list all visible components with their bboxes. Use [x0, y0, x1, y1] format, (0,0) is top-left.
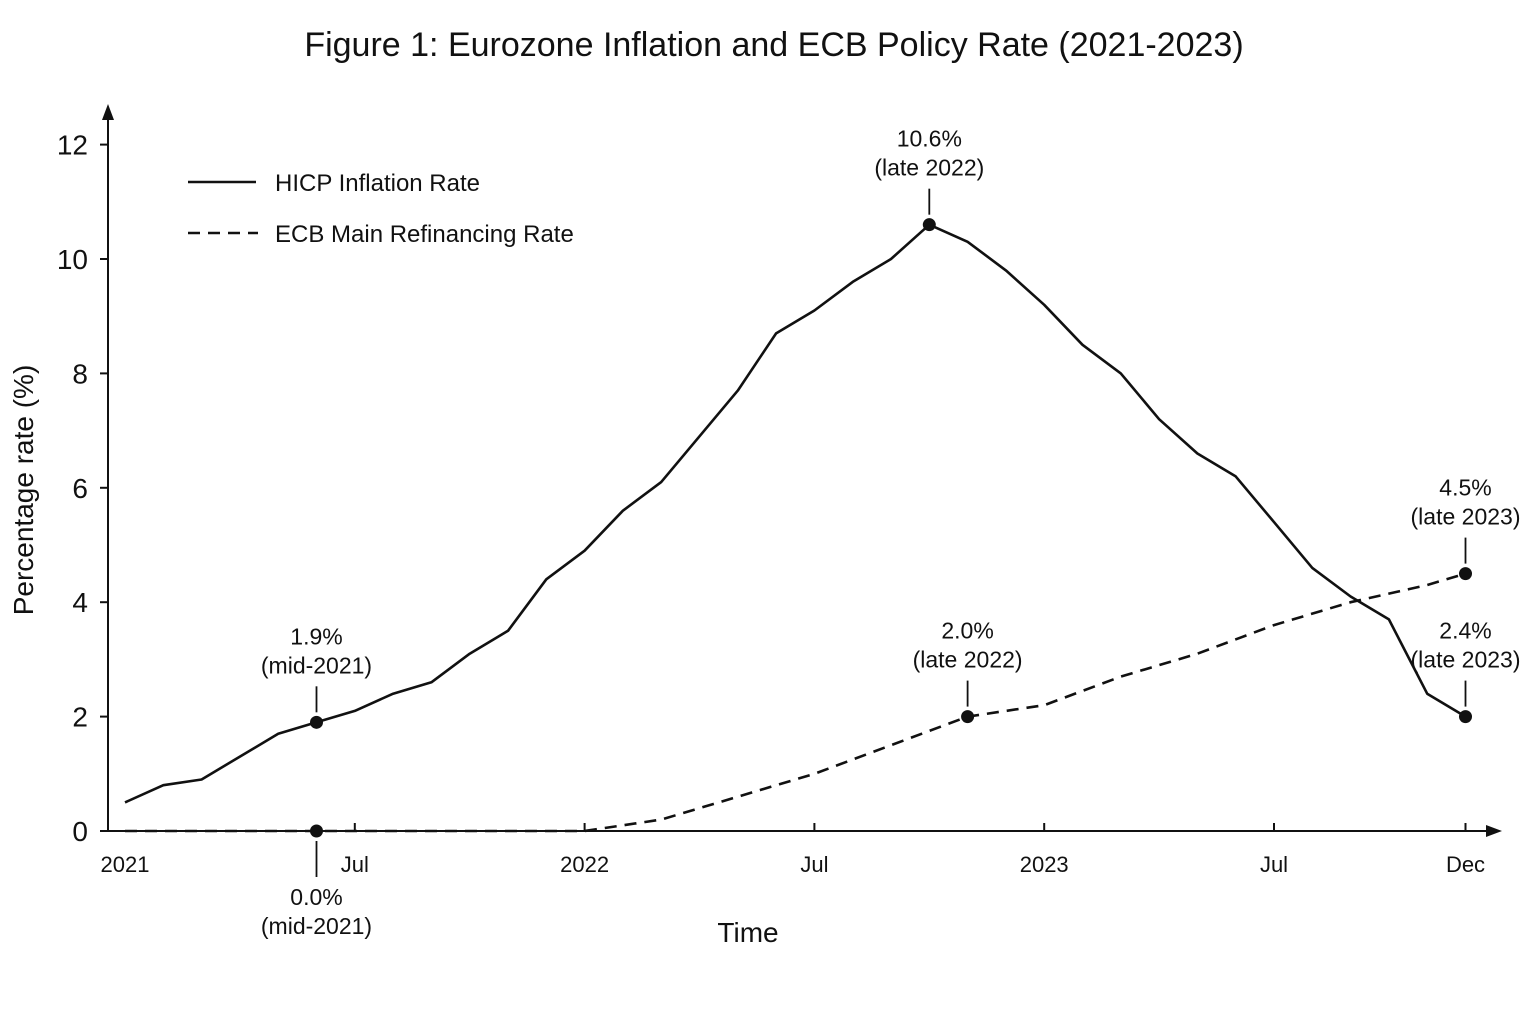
x-axis-arrow — [1486, 825, 1502, 837]
annotation-value: 1.9% — [290, 623, 342, 649]
annotation: 2.4% (late 2023) — [1411, 618, 1521, 724]
annotation: 10.6% (late 2022) — [874, 126, 984, 232]
x-ticks: 2021 Jul 2022 Jul 2023 Jul Dec — [101, 823, 1485, 877]
series-group — [124, 223, 1467, 833]
x-tick-label: Jul — [1260, 852, 1288, 877]
y-axis-label: Percentage rate (%) — [8, 365, 39, 616]
y-tick-label: 0 — [72, 816, 88, 847]
annotation-value: 0.0% — [290, 884, 342, 910]
annotation-period: (mid-2021) — [261, 652, 372, 678]
x-tick-label: 2021 — [101, 852, 150, 877]
legend-item-ecb: ECB Main Refinancing Rate — [188, 221, 574, 248]
annotation: 2.0% (late 2022) — [913, 618, 1023, 724]
legend-label-hicp: HICP Inflation Rate — [275, 170, 480, 197]
annotation-period: (mid-2021) — [261, 913, 372, 939]
y-tick-label: 12 — [57, 130, 88, 161]
annotation: 1.9% (mid-2021) — [261, 623, 372, 729]
legend-item-hicp: HICP Inflation Rate — [188, 170, 480, 197]
x-axis-label: Time — [717, 917, 778, 948]
legend-label-ecb: ECB Main Refinancing Rate — [275, 221, 574, 248]
y-tick-label: 2 — [72, 702, 88, 733]
chart-title: Figure 1: Eurozone Inflation and ECB Pol… — [304, 26, 1243, 64]
annotation-period: (late 2023) — [1411, 504, 1521, 530]
annotation-value: 10.6% — [897, 126, 962, 152]
annotation: 4.5% (late 2023) — [1411, 475, 1521, 581]
y-ticks: 0 2 4 6 8 10 12 — [57, 130, 108, 847]
series-line-hicp-inflation — [124, 223, 1467, 804]
annotation-marker — [310, 824, 323, 838]
annotation-marker — [1459, 710, 1472, 724]
series-line-ecb-rate — [125, 572, 1466, 833]
annotation-marker — [310, 715, 323, 729]
y-tick-label: 4 — [72, 587, 88, 618]
x-tick-label: 2022 — [560, 852, 609, 877]
annotation-period: (late 2022) — [913, 647, 1023, 673]
x-tick-label: Jul — [800, 852, 828, 877]
annotation-value: 2.0% — [941, 618, 993, 644]
y-tick-label: 8 — [72, 358, 88, 389]
x-tick-label: 2023 — [1020, 852, 1069, 877]
x-tick-label: Dec — [1446, 852, 1485, 877]
legend: HICP Inflation Rate ECB Main Refinancing… — [188, 170, 574, 248]
annotation-value: 4.5% — [1439, 475, 1491, 501]
y-tick-label: 10 — [57, 244, 88, 275]
axes — [102, 104, 1502, 837]
annotation: 0.0% (mid-2021) — [261, 824, 372, 939]
annotation-value: 2.4% — [1439, 618, 1491, 644]
x-tick-label: Jul — [341, 852, 369, 877]
annotations: 1.9% (mid-2021) 0.0% (mid-2021) 10.6% (late 2… — [261, 126, 1521, 939]
y-tick-label: 6 — [72, 473, 88, 504]
annotation-marker — [1459, 567, 1472, 581]
y-axis-arrow — [102, 104, 114, 120]
annotation-marker — [961, 710, 975, 724]
annotation-period: (late 2022) — [874, 155, 984, 181]
annotation-marker — [922, 218, 936, 232]
annotation-period: (late 2023) — [1411, 647, 1521, 673]
